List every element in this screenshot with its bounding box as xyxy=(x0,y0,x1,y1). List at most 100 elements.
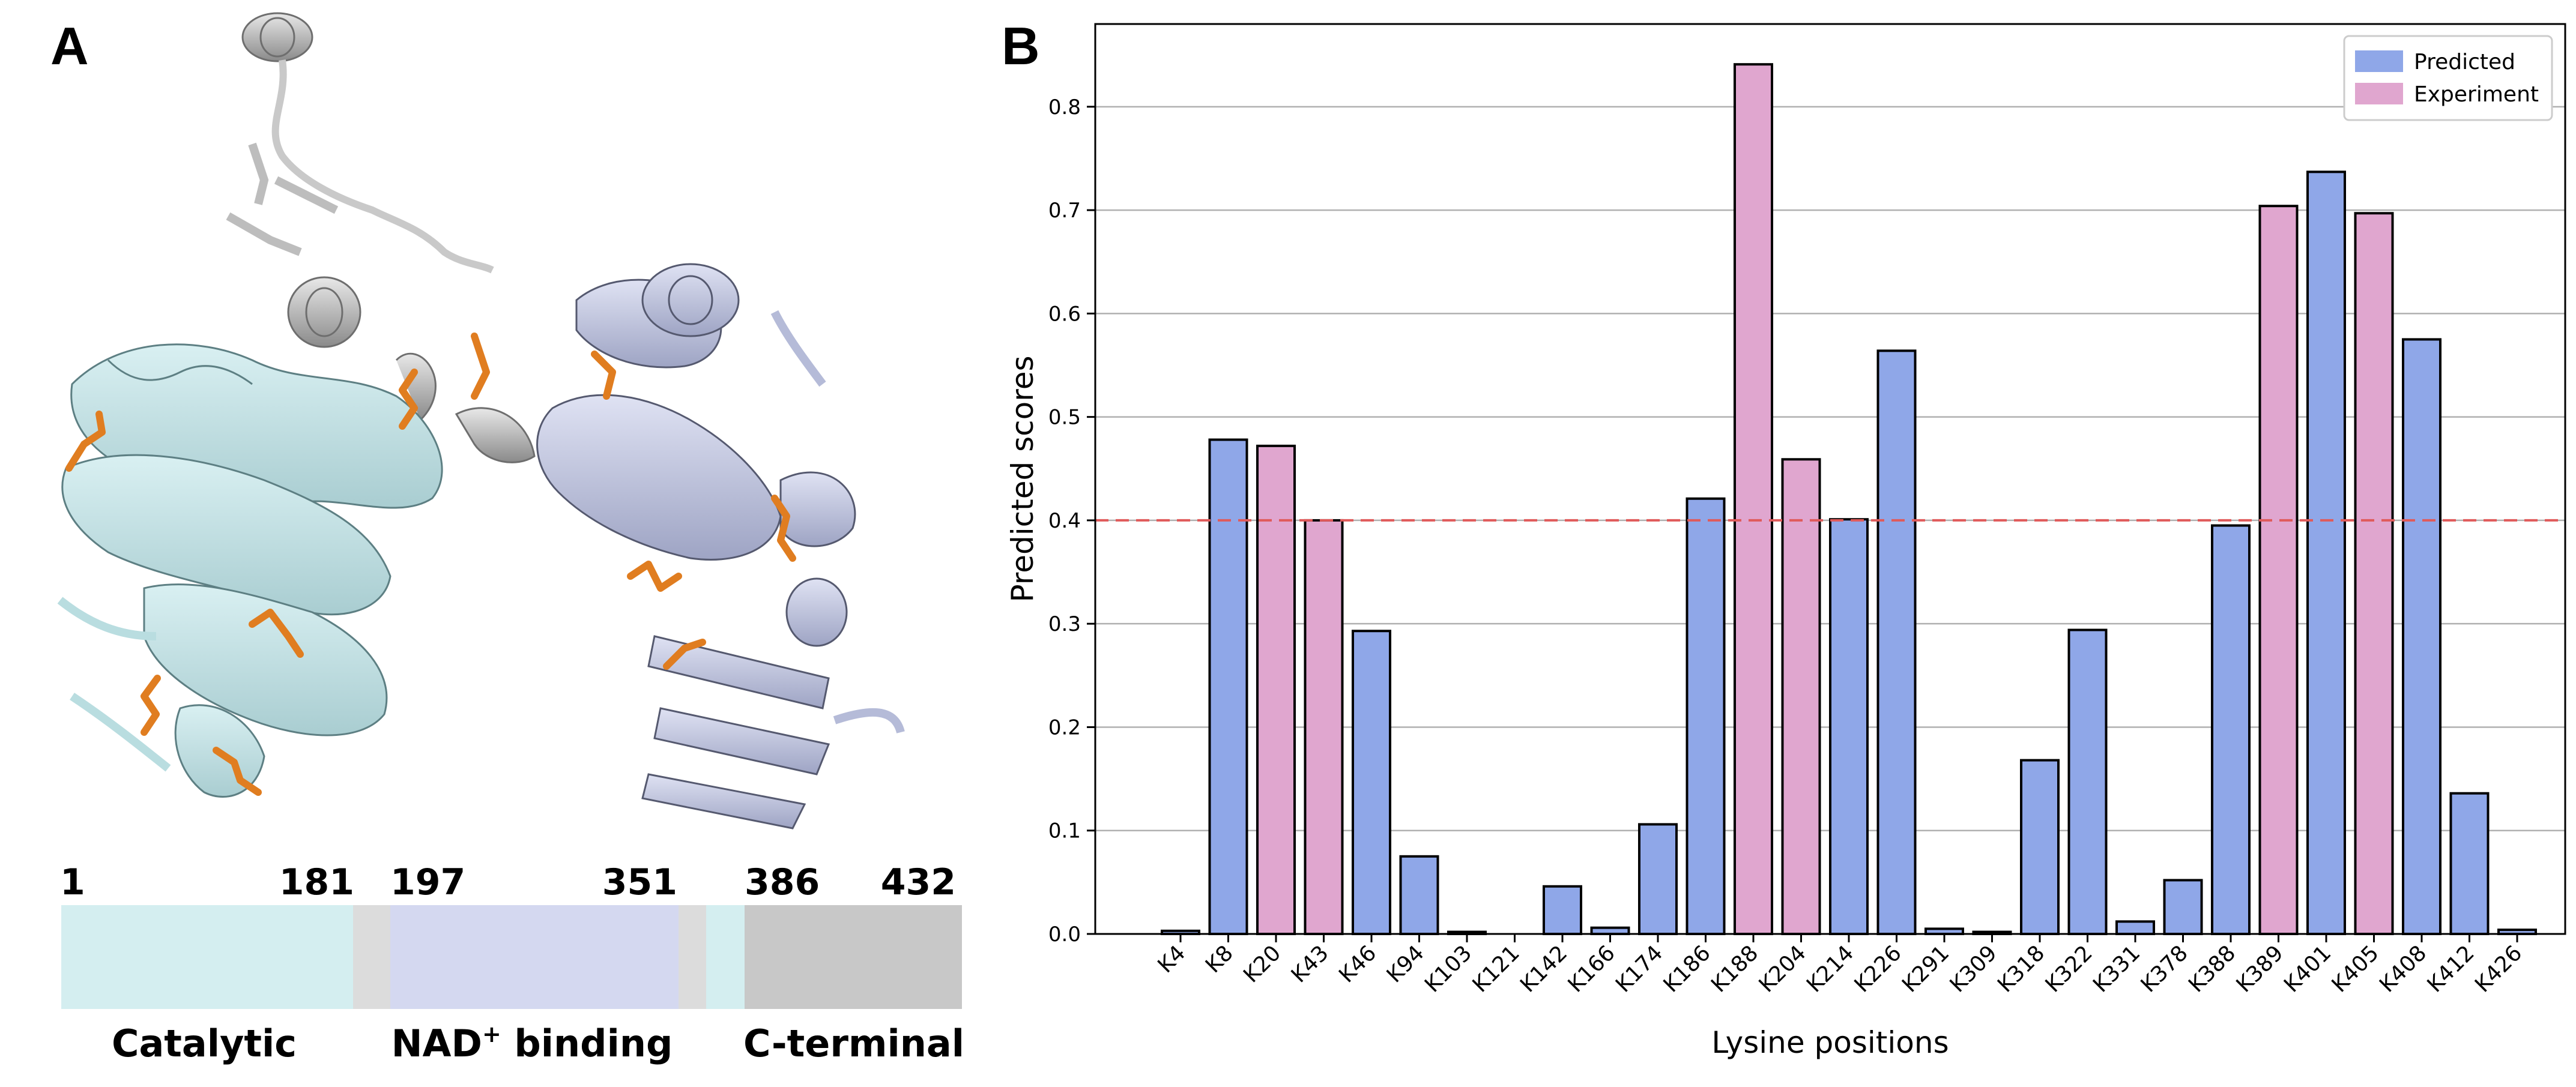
x-axis-ticks: K4 K8 K20 K43 K46 K94K103K121K142K166K174K186… xyxy=(1153,934,2527,998)
linker-segment xyxy=(679,905,706,1009)
x-tick-label: K309 xyxy=(1946,941,2002,997)
x-tick-label: K388 xyxy=(2184,941,2240,997)
x-tick-label: K378 xyxy=(2136,941,2193,997)
x-tick-label: K318 xyxy=(1993,941,2049,997)
panel-a-label: A xyxy=(50,16,89,76)
bar xyxy=(2449,792,2490,936)
bar xyxy=(2354,212,2394,936)
bar xyxy=(2210,524,2251,935)
bars xyxy=(1160,63,2538,936)
position-label: 432 xyxy=(881,861,956,903)
legend-swatch xyxy=(2355,50,2403,72)
x-tick-label: K103 xyxy=(1420,941,1477,997)
x-axis-label: Lysine positions xyxy=(1711,1025,1949,1060)
bar xyxy=(2401,338,2442,935)
cterminal-domain-label: C-terminal xyxy=(743,1022,964,1065)
bar xyxy=(2067,628,2108,935)
x-tick-label: K46 xyxy=(1334,941,1381,987)
protein-structure-illustration xyxy=(57,12,905,830)
bar xyxy=(1542,885,1583,935)
x-tick-label: K4 xyxy=(1153,941,1190,978)
bar xyxy=(1590,926,1630,936)
bar xyxy=(2163,879,2203,936)
x-tick-label: K174 xyxy=(1611,941,1667,997)
lysine-score-bar-chart: 0.00.10.20.30.40.50.60.70.8 K4 K8 K20 K43 K4… xyxy=(1005,23,2566,1060)
x-tick-label: K204 xyxy=(1755,941,1811,997)
legend-swatch xyxy=(2355,83,2403,104)
x-tick-label: K389 xyxy=(2232,941,2288,997)
y-tick-label: 0.1 xyxy=(1048,819,1081,843)
legend: Predicted Experiment xyxy=(2343,35,2553,121)
x-tick-label: K226 xyxy=(1850,941,1906,997)
lysine-sticks xyxy=(65,333,796,796)
nad-binding-domain-cartoon xyxy=(536,263,905,830)
catalytic-return-segment xyxy=(706,905,745,1009)
domain-bar xyxy=(61,905,962,1009)
y-tick-label: 0.5 xyxy=(1048,406,1081,430)
x-tick-label: K188 xyxy=(1707,941,1763,997)
x-tick-label: K186 xyxy=(1659,941,1716,997)
bar xyxy=(1686,497,1726,935)
catalytic-domain-cartoon xyxy=(57,343,443,798)
y-tick-label: 0.8 xyxy=(1048,95,1081,119)
cterminal-domain-cartoon xyxy=(226,12,536,463)
y-tick-label: 0.3 xyxy=(1048,612,1081,636)
linker-segment xyxy=(353,905,390,1009)
position-label: 351 xyxy=(602,861,677,903)
nad-binding-domain-segment xyxy=(390,905,679,1009)
legend-box xyxy=(2343,35,2553,121)
bar xyxy=(1828,518,1869,935)
y-tick-label: 0.6 xyxy=(1048,302,1081,326)
bar xyxy=(2019,759,2060,935)
x-tick-label: K426 xyxy=(2470,941,2527,997)
bar xyxy=(1208,438,1248,935)
bar xyxy=(1733,63,1774,935)
nad-binding-domain-label: NAD+ binding xyxy=(392,1021,673,1065)
catalytic-domain-label: Catalytic xyxy=(112,1022,297,1065)
x-tick-label: K401 xyxy=(2279,941,2336,997)
x-tick-label: K43 xyxy=(1287,941,1334,987)
x-tick-label: K331 xyxy=(2088,941,2145,997)
bar xyxy=(1351,630,1392,936)
x-tick-label: K214 xyxy=(1802,941,1858,997)
catalytic-domain-segment xyxy=(61,905,353,1009)
bar xyxy=(1256,444,1296,935)
x-tick-label: K142 xyxy=(1516,941,1572,997)
bar xyxy=(1304,519,1344,935)
bar xyxy=(1637,823,1678,935)
x-tick-label: K408 xyxy=(2375,941,2431,997)
domain-positions: 1 181 197 351 386 432 xyxy=(60,861,956,903)
x-tick-label: K8 xyxy=(1201,941,1238,978)
bar xyxy=(2115,920,2156,935)
y-tick-label: 0.0 xyxy=(1048,923,1081,947)
position-label: 197 xyxy=(390,861,465,903)
y-axis-ticks: 0.0 0.1 0.2 0.3 0.4 0.5 0.6 0.7 0.8 xyxy=(1048,95,1095,947)
bar xyxy=(1781,458,1821,935)
cterminal-domain-segment xyxy=(745,905,962,1009)
x-tick-label: K412 xyxy=(2423,941,2479,997)
nad-text: NAD xyxy=(392,1022,482,1065)
bar xyxy=(1876,349,1917,935)
position-label: 1 xyxy=(60,861,85,903)
x-tick-label: K20 xyxy=(1239,941,1286,987)
nad-superscript: + xyxy=(482,1021,501,1047)
panel-b-label: B xyxy=(1002,16,1040,76)
plot-frame xyxy=(1094,23,2566,935)
x-tick-label: K121 xyxy=(1468,941,1525,997)
bar xyxy=(2258,205,2299,936)
bar xyxy=(1399,855,1439,935)
legend-label: Experiment xyxy=(2414,82,2539,107)
x-tick-label: K322 xyxy=(2041,941,2097,997)
y-axis-label: Predicted scores xyxy=(1005,355,1040,602)
legend-label: Predicted xyxy=(2414,50,2515,74)
y-tick-label: 0.4 xyxy=(1048,509,1081,533)
y-tick-label: 0.7 xyxy=(1048,199,1081,223)
x-tick-label: K291 xyxy=(1897,941,1954,997)
y-tick-label: 0.2 xyxy=(1048,715,1081,739)
position-label: 181 xyxy=(279,861,354,903)
position-label: 386 xyxy=(745,861,820,903)
x-tick-label: K166 xyxy=(1564,941,1620,997)
bar xyxy=(2306,170,2347,936)
x-tick-label: K405 xyxy=(2327,941,2384,997)
nad-binding-text: binding xyxy=(501,1022,673,1065)
